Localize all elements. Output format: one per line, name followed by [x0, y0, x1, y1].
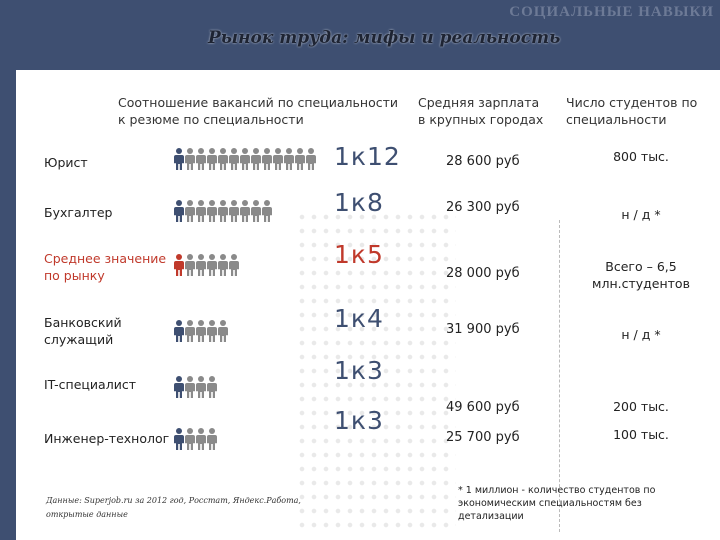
row-label: Инженер-технолог [44, 431, 170, 446]
person-icon [284, 148, 294, 170]
person-icons [174, 320, 228, 342]
salary-value: 28 600 руб [446, 154, 520, 169]
table-row: Среднее значение по рынку 1к5 28 000 руб Вс… [16, 240, 720, 296]
person-icon [196, 428, 206, 450]
person-icon [218, 148, 228, 170]
person-icon [185, 148, 195, 170]
person-icon [240, 200, 250, 222]
salary-value: 49 600 руб [446, 400, 520, 415]
person-icon [251, 148, 261, 170]
salary-value: 25 700 руб [446, 430, 520, 445]
students-value: 200 тыс. [613, 399, 669, 414]
person-icons [174, 376, 217, 398]
person-icons [174, 428, 217, 450]
students-value: 100 тыс. [613, 427, 669, 442]
person-icon [251, 200, 261, 222]
person-icon [185, 320, 195, 342]
person-icon [196, 148, 206, 170]
salary-value: 26 300 руб [446, 200, 520, 215]
person-icon [207, 148, 217, 170]
person-icon [218, 254, 228, 276]
row-label: IT-специалист [44, 377, 136, 392]
person-icon [207, 428, 217, 450]
person-icon [185, 254, 195, 276]
person-icons [174, 254, 239, 276]
students-value: н / д * [621, 327, 661, 342]
ratio-value: 1к4 [334, 304, 384, 333]
person-icon [196, 376, 206, 398]
person-icon [174, 200, 184, 222]
row-label: Банковский служащий [44, 315, 122, 347]
row-label: Среднее значение по рынку [44, 251, 167, 283]
row-label: Бухгалтер [44, 205, 113, 220]
ratio-value: 1к8 [334, 188, 384, 217]
header-salary: Средняя зарплата в крупных городах [418, 95, 544, 127]
header-ratio: Соотношение вакансий по специальности к … [118, 95, 398, 127]
person-icon [196, 254, 206, 276]
person-icons [174, 148, 316, 170]
page-title: Рынок труда: мифы и реальность [208, 28, 561, 48]
person-icon [185, 376, 195, 398]
person-icon [207, 320, 217, 342]
content-panel: Соотношение вакансий по специальности к … [16, 70, 720, 540]
person-icon [218, 200, 228, 222]
person-icon [174, 320, 184, 342]
person-icon [295, 148, 305, 170]
table-row: Банковский служащий 1к4 31 900 руб н / д * [16, 304, 720, 360]
table-row: Бухгалтер 1к8 26 300 руб н / д * [16, 188, 720, 244]
person-icon [229, 148, 239, 170]
person-icon [262, 148, 272, 170]
person-icon [207, 200, 217, 222]
ratio-value: 1к12 [334, 142, 401, 171]
column-divider [559, 220, 561, 532]
header-students: Число студентов по специальности [566, 95, 698, 127]
background-pattern [296, 210, 456, 530]
table-row: Юрист 1к12 28 600 руб 800 тыс. [16, 142, 720, 196]
person-icon [207, 254, 217, 276]
person-icon [218, 320, 228, 342]
person-icon [273, 148, 283, 170]
person-icon [196, 200, 206, 222]
person-icon [174, 148, 184, 170]
ratio-value: 1к5 [334, 240, 384, 269]
students-value: н / д * [621, 207, 661, 222]
person-icon [185, 428, 195, 450]
person-icon [196, 320, 206, 342]
person-icon [229, 200, 239, 222]
ratio-value: 1к3 [334, 406, 384, 435]
person-icon [174, 376, 184, 398]
person-icon [262, 200, 272, 222]
table-row: Инженер-технолог 1к3 25 700 руб 100 тыс. [16, 406, 720, 460]
person-icon [207, 376, 217, 398]
footnote: * 1 миллион - количество студентов по эк… [458, 485, 656, 522]
salary-value: 28 000 руб [446, 266, 520, 281]
brand-label: СОЦИАЛЬНЫЕ НАВЫКИ [509, 4, 714, 20]
person-icon [229, 254, 239, 276]
students-value: 800 тыс. [613, 149, 669, 164]
source-note: Данные: Superjob.ru за 2012 год, Росстат… [46, 496, 301, 519]
row-label: Юрист [44, 155, 88, 170]
students-value: Всего – 6,5 млн.студентов [592, 259, 690, 291]
person-icon [240, 148, 250, 170]
person-icons [174, 200, 272, 222]
ratio-value: 1к3 [334, 356, 384, 385]
table-row: IT-специалист 1к3 49 600 руб 200 тыс. [16, 356, 720, 415]
person-icon [174, 428, 184, 450]
person-icon [306, 148, 316, 170]
salary-value: 31 900 руб [446, 322, 520, 337]
person-icon [174, 254, 184, 276]
person-icon [185, 200, 195, 222]
